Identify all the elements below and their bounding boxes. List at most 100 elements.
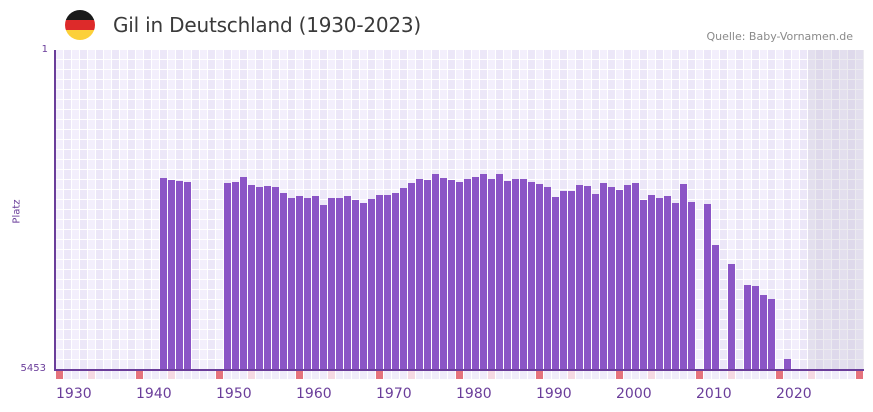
bar-2014[interactable] [728, 264, 735, 370]
bar-2000[interactable] [616, 190, 623, 370]
bar-1957[interactable] [272, 187, 279, 370]
bar-2012[interactable] [712, 245, 719, 370]
grid-cell [280, 90, 287, 99]
x-tick-label-2000: 2000 [616, 386, 652, 402]
bar-1990[interactable] [536, 184, 543, 370]
grid-cell [120, 310, 127, 319]
bar-1962[interactable] [312, 196, 319, 370]
bar-2004[interactable] [648, 195, 655, 370]
grid-cell [320, 90, 327, 99]
bar-1976[interactable] [424, 180, 431, 370]
bar-1970[interactable] [376, 195, 383, 370]
bar-2018[interactable] [760, 295, 767, 370]
bar-1952[interactable] [232, 182, 239, 370]
bar-2017[interactable] [752, 286, 759, 370]
bar-1991[interactable] [544, 187, 551, 370]
bar-2003[interactable] [640, 200, 647, 370]
bar-1971[interactable] [384, 195, 391, 370]
grid-cell [328, 190, 335, 199]
bar-1972[interactable] [392, 193, 399, 370]
bar-2011[interactable] [704, 204, 711, 370]
bar-1997[interactable] [592, 194, 599, 370]
bar-1989[interactable] [528, 182, 535, 370]
bar-1984[interactable] [488, 179, 495, 370]
bar-2001[interactable] [624, 185, 631, 370]
bar-1961[interactable] [304, 198, 311, 370]
grid-cell [352, 130, 359, 139]
bar-2006[interactable] [664, 196, 671, 370]
bar-1955[interactable] [256, 187, 263, 370]
grid-cell [352, 70, 359, 79]
bar-1945[interactable] [176, 181, 183, 370]
bar-1998[interactable] [600, 183, 607, 370]
bar-1986[interactable] [504, 181, 511, 370]
bar-1953[interactable] [240, 177, 247, 370]
bar-1963[interactable] [320, 205, 327, 370]
bar-1981[interactable] [464, 179, 471, 370]
bar-1966[interactable] [344, 196, 351, 370]
bar-1980[interactable] [456, 182, 463, 370]
bar-2009[interactable] [688, 202, 695, 370]
grid-cell [408, 70, 415, 79]
grid-cell [336, 60, 343, 69]
bar-1979[interactable] [448, 180, 455, 370]
bar-1965[interactable] [336, 198, 343, 370]
grid-cell [136, 60, 143, 69]
bar-1982[interactable] [472, 177, 479, 370]
bar-1978[interactable] [440, 178, 447, 370]
grid-cell [448, 130, 455, 139]
bar-2005[interactable] [656, 198, 663, 370]
bar-1993[interactable] [560, 191, 567, 370]
bar-1969[interactable] [368, 199, 375, 370]
bar-2008[interactable] [680, 184, 687, 370]
bar-1958[interactable] [280, 193, 287, 370]
bar-1951[interactable] [224, 183, 231, 370]
grid-cell [792, 70, 799, 79]
bar-2019[interactable] [768, 299, 775, 370]
bar-1944[interactable] [168, 180, 175, 370]
grid-cell [784, 220, 791, 229]
bar-1946[interactable] [184, 182, 191, 370]
bar-1983[interactable] [480, 174, 487, 370]
grid-cell [56, 100, 63, 109]
bar-2016[interactable] [744, 285, 751, 370]
bar-1985[interactable] [496, 174, 503, 370]
bar-1995[interactable] [576, 185, 583, 370]
bar-1956[interactable] [264, 186, 271, 370]
year-tick-marker [560, 371, 567, 379]
grid-cell [784, 270, 791, 279]
grid-cell [776, 320, 783, 329]
bar-1994[interactable] [568, 191, 575, 370]
grid-cell [720, 160, 727, 169]
grid-cell [544, 160, 551, 169]
bar-1968[interactable] [360, 203, 367, 370]
bar-1977[interactable] [432, 174, 439, 370]
bar-2002[interactable] [632, 183, 639, 370]
grid-cell [776, 220, 783, 229]
grid-cell [616, 130, 623, 139]
bar-1975[interactable] [416, 179, 423, 370]
bar-2021[interactable] [784, 359, 791, 370]
grid-cell [488, 130, 495, 139]
grid-cell [416, 70, 423, 79]
bar-1999[interactable] [608, 187, 615, 370]
bar-1974[interactable] [408, 183, 415, 370]
bar-1943[interactable] [160, 178, 167, 370]
bar-1959[interactable] [288, 198, 295, 370]
grid-cell [136, 250, 143, 259]
bar-1973[interactable] [400, 188, 407, 370]
bar-2007[interactable] [672, 203, 679, 370]
grid-cell [264, 120, 271, 129]
bar-1988[interactable] [520, 179, 527, 370]
bar-1992[interactable] [552, 197, 559, 370]
bar-1964[interactable] [328, 198, 335, 370]
bar-1987[interactable] [512, 179, 519, 370]
bar-1960[interactable] [296, 196, 303, 370]
bar-1996[interactable] [584, 186, 591, 370]
bar-1967[interactable] [352, 200, 359, 370]
grid-cell [696, 330, 703, 339]
bar-1954[interactable] [248, 185, 255, 370]
grid-cell [368, 110, 375, 119]
grid-cell [216, 120, 223, 129]
grid-cell [208, 210, 215, 219]
